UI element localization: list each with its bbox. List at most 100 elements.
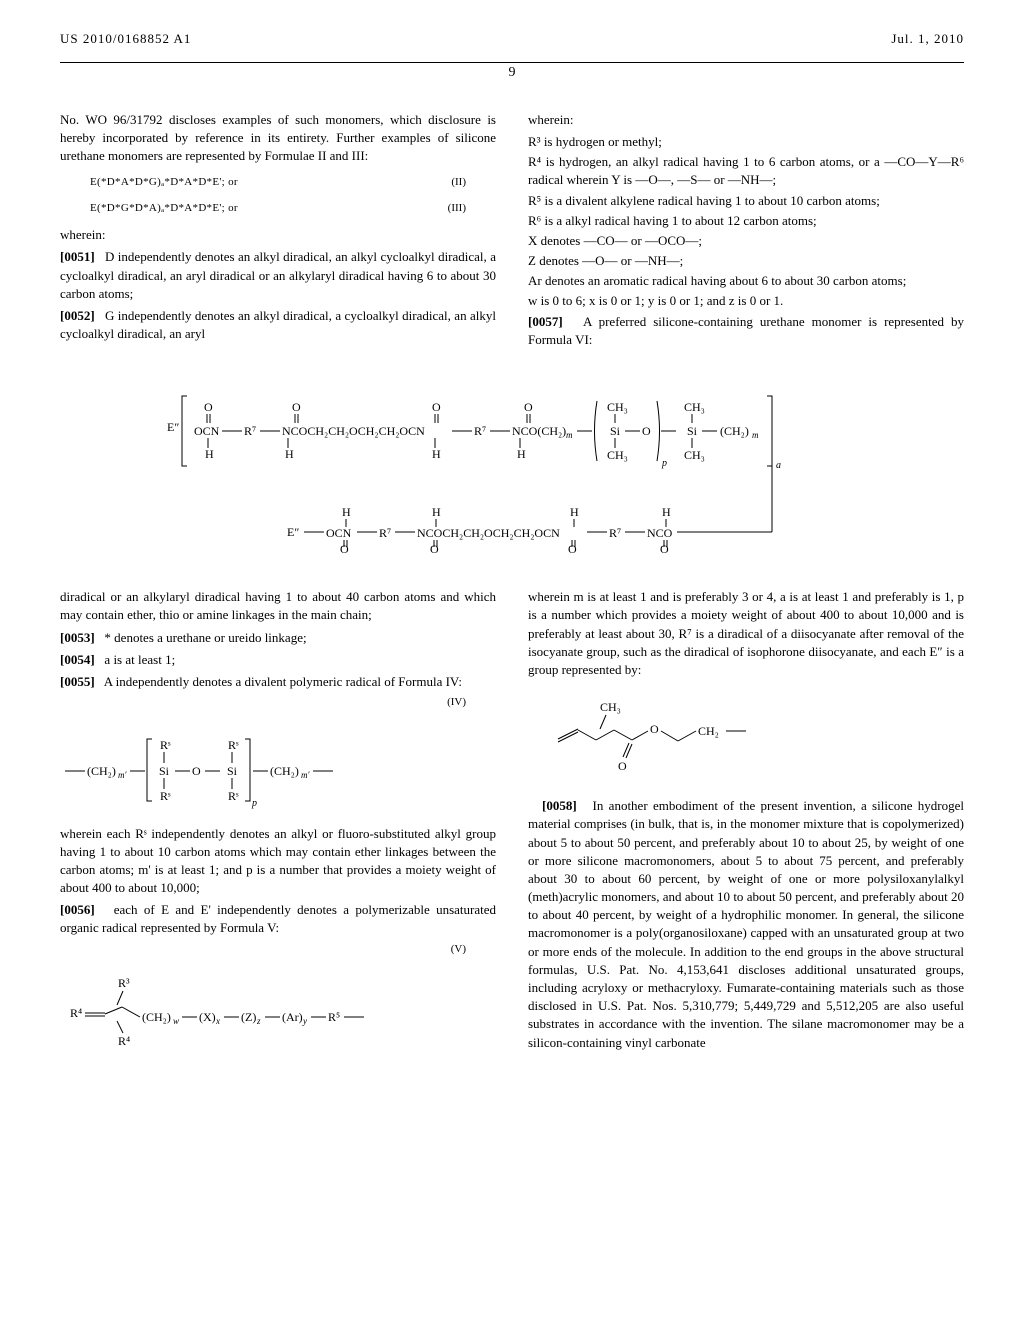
p53-text: * denotes a urethane or ureido linkage; [104, 630, 306, 645]
formula-ii-text: E(*D*A*D*G)ₐ*D*A*D*E'; or [90, 175, 238, 190]
def3: R⁵ is a divalent alkylene radical having… [528, 192, 964, 210]
svg-text:O: O [432, 400, 441, 414]
svg-text:z: z [256, 1016, 261, 1026]
lower-columns: diradical or an alkylaryl diradical havi… [60, 588, 964, 1071]
formula-iii-text: E(*D*G*D*A)ₐ*D*A*D*E'; or [90, 201, 238, 216]
formula-ii-label: (II) [451, 175, 466, 190]
formula-v-figure: R³ R⁴ R⁴ (CH₂) w (X) x (Z) z [60, 967, 496, 1057]
svg-text:H: H [432, 447, 441, 461]
svg-text:m′: m′ [118, 770, 127, 780]
svg-text:m: m [566, 430, 573, 440]
svg-text:H: H [342, 505, 351, 519]
e-prime-svg: CH₃ O O CH₂ [548, 693, 768, 783]
p54-num: [0054] [60, 652, 95, 667]
p55: [0055] A independently denotes a divalen… [60, 673, 496, 691]
svg-text:(CH₂): (CH₂) [270, 764, 299, 778]
svg-text:H: H [662, 505, 671, 519]
svg-text:CH₃: CH₃ [684, 448, 705, 462]
p57-text: A preferred silicone-containing urethane… [528, 314, 964, 347]
svg-text:E″: E″ [167, 420, 179, 434]
svg-text:H: H [517, 447, 526, 461]
p54-text: a is at least 1; [104, 652, 175, 667]
doc-date: Jul. 1, 2010 [891, 30, 964, 48]
def4: R⁶ is a alkyl radical having 1 to about … [528, 212, 964, 230]
e-prime-figure: CH₃ O O CH₂ [548, 693, 964, 783]
svg-text:E″: E″ [287, 525, 299, 539]
svg-text:R⁷: R⁷ [379, 526, 391, 540]
svg-text:CH₃: CH₃ [684, 400, 705, 414]
svg-text:Si: Si [159, 764, 170, 778]
svg-text:(CH₂): (CH₂) [142, 1010, 171, 1024]
svg-text:R⁴: R⁴ [70, 1006, 82, 1020]
svg-text:R³: R³ [118, 976, 130, 990]
p55b: wherein each Rˢ independently denotes an… [60, 825, 496, 898]
formula-iii-label: (III) [448, 201, 466, 216]
p57: [0057] A preferred silicone-containing u… [528, 313, 964, 349]
svg-text:m: m [752, 430, 759, 440]
p58-text: In another embodiment of the present inv… [528, 798, 964, 1049]
formula-v-label: (V) [60, 942, 496, 957]
formula-ii: E(*D*A*D*G)ₐ*D*A*D*E'; or (II) [90, 175, 496, 190]
svg-text:O: O [642, 424, 651, 438]
svg-text:O: O [650, 722, 659, 736]
doc-id: US 2010/0168852 A1 [60, 30, 191, 48]
svg-text:H: H [570, 505, 579, 519]
svg-text:R⁴: R⁴ [118, 1034, 130, 1048]
formula-v-svg: R³ R⁴ R⁴ (CH₂) w (X) x (Z) z [60, 967, 400, 1057]
svg-text:R⁷: R⁷ [244, 424, 256, 438]
p51-num: [0051] [60, 249, 95, 264]
def7: Ar denotes an aromatic radical having ab… [528, 272, 964, 290]
svg-text:Rˢ: Rˢ [160, 789, 171, 803]
formula-iv-figure: (CH₂) m′ Rˢ Si Rˢ O Rˢ Si Rˢ [60, 721, 496, 811]
p51: [0051] D independently denotes an alkyl … [60, 248, 496, 303]
p58-num: [0058] [542, 798, 577, 813]
svg-text:CH₃: CH₃ [607, 448, 628, 462]
p53: [0053] * denotes a urethane or ureido li… [60, 629, 496, 647]
def1: R³ is hydrogen or methyl; [528, 133, 964, 151]
svg-text:p: p [251, 798, 257, 809]
def8: w is 0 to 6; x is 0 or 1; y is 0 or 1; a… [528, 292, 964, 310]
svg-text:m′: m′ [301, 770, 310, 780]
p53-num: [0053] [60, 630, 95, 645]
col-right-upper: wherein: R³ is hydrogen or methyl; R⁴ is… [528, 111, 964, 353]
svg-text:O: O [524, 400, 533, 414]
svg-text:NCOCH₂CH₂OCH₂CH₂OCN: NCOCH₂CH₂OCH₂CH₂OCN [417, 526, 560, 540]
svg-text:Rˢ: Rˢ [228, 789, 239, 803]
svg-text:O: O [204, 400, 213, 414]
svg-text:(Z): (Z) [241, 1010, 256, 1024]
svg-text:w: w [173, 1016, 179, 1026]
def6: Z denotes —O— or —NH—; [528, 252, 964, 270]
svg-text:OCN: OCN [194, 424, 220, 438]
svg-text:x: x [215, 1016, 220, 1026]
wherein-1: wherein: [60, 226, 496, 244]
svg-text:NCOCH₂CH₂OCH₂CH₂OCN: NCOCH₂CH₂OCH₂CH₂OCN [282, 424, 425, 438]
svg-text:Si: Si [610, 424, 621, 438]
p55-text: A independently denotes a divalent polym… [104, 674, 462, 689]
p52-text: G independently denotes an alkyl diradic… [60, 308, 496, 341]
def2: R⁴ is hydrogen, an alkyl radical having … [528, 153, 964, 189]
upper-columns: No. WO 96/31792 discloses examples of su… [60, 111, 964, 353]
svg-text:H: H [432, 505, 441, 519]
p56: [0056] each of E and E' independently de… [60, 901, 496, 937]
col-left-upper: No. WO 96/31792 discloses examples of su… [60, 111, 496, 353]
p56-text: each of E and E' independently denotes a… [60, 902, 496, 935]
formula-vi-figure: E″ O OCN H R⁷ O NCOCH₂CH₂OCH₂CH₂OCN H O … [60, 371, 964, 566]
p-mid-left: diradical or an alkylaryl diradical havi… [60, 588, 496, 624]
svg-text:R⁷: R⁷ [609, 526, 621, 540]
formula-iii: E(*D*G*D*A)ₐ*D*A*D*E'; or (III) [90, 201, 496, 216]
svg-text:NCO: NCO [647, 526, 673, 540]
p51-text: D independently denotes an alkyl diradic… [60, 249, 496, 300]
svg-text:O: O [192, 764, 201, 778]
svg-text:NCO(CH₂): NCO(CH₂) [512, 424, 566, 438]
p-intro: No. WO 96/31792 discloses examples of su… [60, 111, 496, 166]
svg-text:Si: Si [687, 424, 698, 438]
svg-text:OCN: OCN [326, 526, 352, 540]
formula-vi-svg: E″ O OCN H R⁷ O NCOCH₂CH₂OCH₂CH₂OCN H O … [132, 371, 892, 561]
p55-num: [0055] [60, 674, 95, 689]
p56-num: [0056] [60, 902, 95, 917]
svg-text:p: p [661, 458, 667, 469]
col-left-lower: diradical or an alkylaryl diradical havi… [60, 588, 496, 1071]
p58: [0058] In another embodiment of the pres… [528, 797, 964, 1052]
formula-iv-svg: (CH₂) m′ Rˢ Si Rˢ O Rˢ Si Rˢ [60, 721, 360, 811]
svg-text:a: a [776, 460, 781, 471]
